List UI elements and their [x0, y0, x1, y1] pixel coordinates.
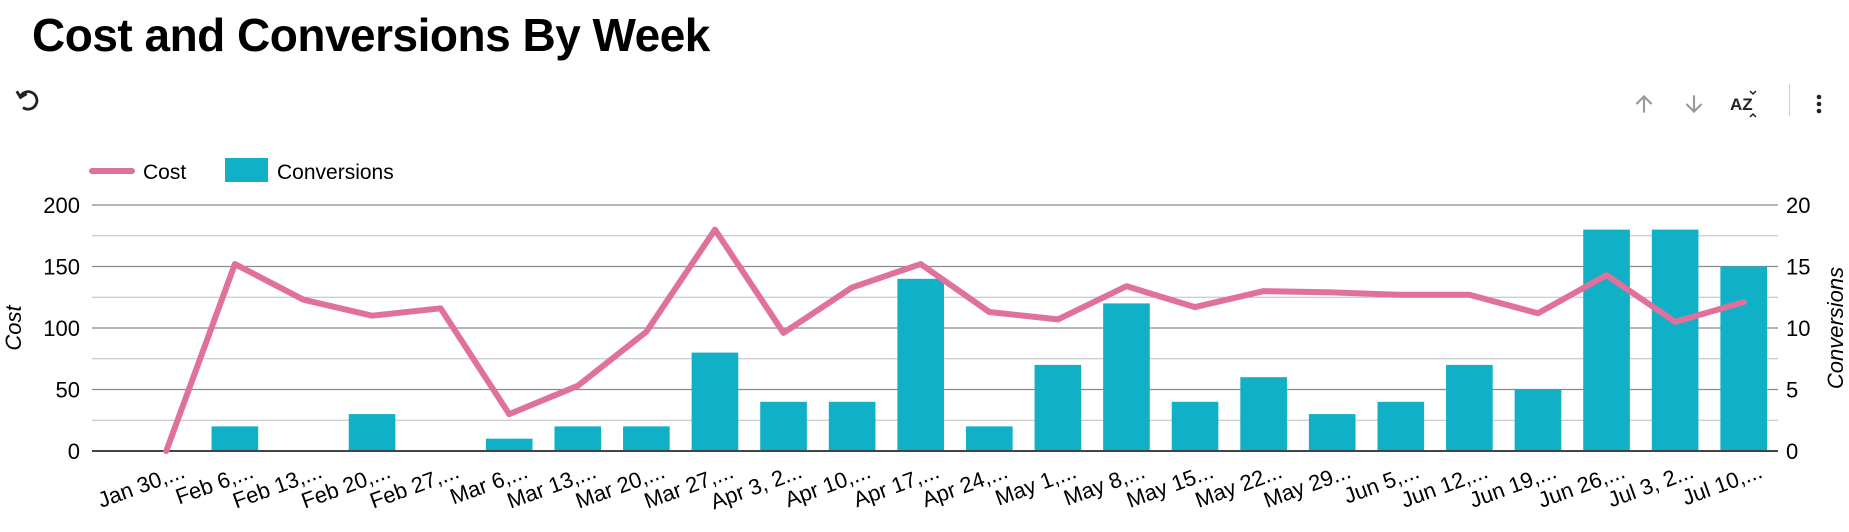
legend-label-cost: Cost — [143, 161, 186, 184]
undo-icon — [15, 90, 39, 111]
sort-az-button[interactable]: AZ — [1724, 84, 1764, 124]
more-options-button[interactable] — [1799, 84, 1839, 124]
bar-conversions — [554, 426, 602, 451]
y-axis-left-label: Cost — [1, 305, 26, 351]
more-vert-icon — [1816, 94, 1822, 114]
bar-conversions — [1171, 401, 1219, 451]
undo-button[interactable] — [8, 80, 48, 120]
sort-ascending-button[interactable] — [1624, 84, 1664, 124]
y-axis-right-label: Conversions — [1823, 267, 1848, 389]
legend: Cost Conversions — [89, 158, 394, 184]
bar-conversions — [1103, 303, 1150, 451]
y-axis-left-ticks: 0 50 100 150 200 — [43, 193, 80, 464]
bar-conversions — [348, 414, 396, 451]
x-axis-ticks: Jan 30,...Feb 6,...Feb 13,...Feb 20,...F… — [94, 458, 1765, 514]
arrow-up-icon — [1635, 94, 1653, 113]
y-right-tick-label: 0 — [1786, 439, 1798, 464]
bar-conversions — [965, 426, 1013, 451]
toolbar-divider — [1789, 84, 1790, 116]
chart-title: Cost and Conversions By Week — [32, 9, 710, 61]
bar-conversions — [1651, 229, 1699, 451]
bar-conversions — [897, 278, 945, 451]
cost-line — [163, 226, 1747, 454]
bar-conversions — [828, 401, 876, 451]
bar-conversions — [1583, 229, 1630, 451]
x-tick-label: Jul 10,... — [1679, 458, 1766, 510]
legend-swatch-conversions — [225, 158, 268, 182]
bar-conversions — [691, 352, 739, 451]
y-left-tick-label: 50 — [56, 378, 80, 403]
bar-conversions — [1308, 414, 1356, 451]
bar-conversions — [1514, 389, 1562, 451]
bar-conversions — [211, 426, 259, 451]
bar-conversions — [1720, 266, 1768, 451]
bar-conversions — [623, 426, 670, 451]
sort-descending-button[interactable] — [1674, 84, 1714, 124]
y-right-tick-label: 20 — [1786, 193, 1810, 218]
y-right-tick-label: 15 — [1786, 255, 1810, 280]
y-left-tick-label: 100 — [43, 316, 80, 341]
bar-conversions — [1034, 364, 1082, 451]
y-right-tick-label: 5 — [1786, 378, 1798, 403]
bar-conversions — [1446, 364, 1493, 451]
sort-az-label: AZ — [1730, 95, 1753, 114]
bar-conversions — [1240, 377, 1287, 451]
arrow-down-icon — [1685, 95, 1703, 114]
y-left-tick-label: 0 — [68, 439, 80, 464]
sort-az-icon: AZ — [1730, 90, 1757, 118]
y-left-tick-label: 150 — [43, 255, 80, 280]
y-axis-right-ticks: 0 5 10 15 20 — [1786, 193, 1810, 464]
bar-conversions — [485, 438, 533, 451]
bar-conversions — [760, 401, 807, 451]
y-left-tick-label: 200 — [43, 193, 80, 218]
y-right-tick-label: 10 — [1786, 316, 1810, 341]
legend-label-conversions: Conversions — [277, 161, 394, 184]
bar-conversions — [1377, 401, 1425, 451]
conversions-bars — [211, 229, 1768, 451]
